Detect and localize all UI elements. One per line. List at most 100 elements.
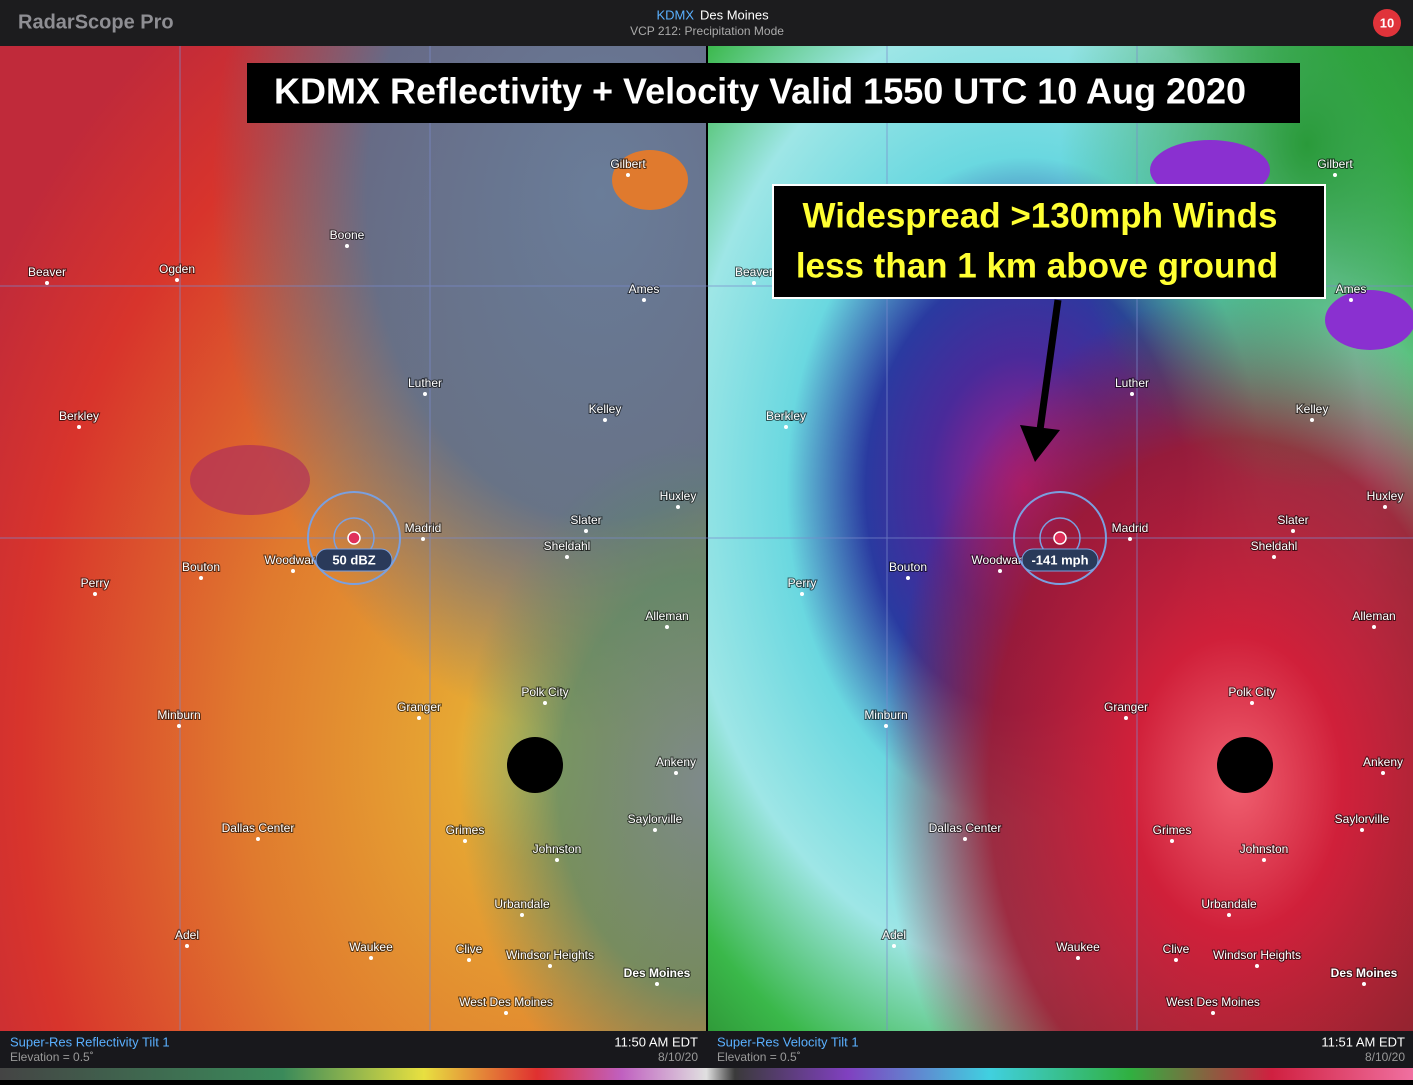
place-label: Waukee [349, 940, 393, 954]
place-label: Des Moines [1331, 966, 1398, 980]
place-dot [1333, 173, 1337, 177]
place-label: Boone [330, 228, 365, 242]
place-label: West Des Moines [459, 995, 553, 1009]
elevation: Elevation = 0.5˚ [10, 1050, 94, 1064]
radar-site [507, 737, 563, 793]
scan-mode: VCP 212: Precipitation Mode [630, 24, 784, 38]
place-dot [345, 244, 349, 248]
place-dot [421, 537, 425, 541]
place-label: Gilbert [1317, 157, 1353, 171]
scan-time: 11:51 AM EDT [1321, 1034, 1405, 1049]
place-dot [906, 576, 910, 580]
place-dot [543, 701, 547, 705]
place-label: Bouton [889, 560, 927, 574]
place-dot [369, 956, 373, 960]
station-name[interactable]: Des Moines [700, 7, 769, 22]
scan-time: 11:50 AM EDT [614, 1034, 698, 1049]
place-dot [1362, 982, 1366, 986]
place-label: Grimes [1153, 823, 1192, 837]
place-dot [185, 944, 189, 948]
place-label: Alleman [645, 609, 688, 623]
title: KDMX Reflectivity + Velocity Valid 1550 … [274, 71, 1246, 112]
place-dot [548, 964, 552, 968]
place-label: Ogden [159, 262, 195, 276]
title-box [247, 63, 1300, 123]
place-label: Minburn [157, 708, 200, 722]
place-label: Gilbert [610, 157, 646, 171]
place-label: Kelley [1296, 402, 1329, 416]
place-label: Windsor Heights [1213, 948, 1301, 962]
badge[interactable] [1373, 9, 1401, 37]
place-dot [1211, 1011, 1215, 1015]
place-label: Huxley [660, 489, 697, 503]
place-label: Grimes [446, 823, 485, 837]
place-dot [1372, 625, 1376, 629]
place-label: Huxley [1367, 489, 1404, 503]
place-label: Beaver [735, 265, 773, 279]
place-dot [77, 425, 81, 429]
place-label: Ames [629, 282, 660, 296]
place-label: Ankeny [656, 755, 696, 769]
badge-count[interactable]: 10 [1380, 15, 1394, 30]
place-dot [555, 858, 559, 862]
annotation-line: less than 1 km above ground [796, 246, 1278, 285]
place-label: Clive [1163, 942, 1190, 956]
place-label: Luther [408, 376, 442, 390]
place-dot [1174, 958, 1178, 962]
place-dot [177, 724, 181, 728]
place-dot [642, 298, 646, 302]
place-label: Polk City [521, 685, 568, 699]
place-dot [1227, 913, 1231, 917]
place-label: Kelley [589, 402, 622, 416]
place-label: Sheldahl [544, 539, 591, 553]
place-label: Dallas Center [222, 821, 295, 835]
place-dot [565, 555, 569, 559]
place-dot [963, 837, 967, 841]
readout-pill [315, 548, 393, 572]
place-dot [1128, 537, 1132, 541]
annotation-line: Widespread >130mph Winds [803, 196, 1278, 235]
place-label: Ames [1336, 282, 1367, 296]
place-label: Berkley [766, 409, 806, 423]
place-label: Urbandale [494, 897, 550, 911]
place-dot [884, 724, 888, 728]
place-label: Saylorville [628, 812, 683, 826]
place-label: Polk City [1228, 685, 1275, 699]
place-dot [674, 771, 678, 775]
place-dot [1255, 964, 1259, 968]
radar-cell [612, 150, 688, 210]
place-dot [676, 505, 680, 509]
place-dot [1310, 418, 1314, 422]
place-label: Minburn [864, 708, 907, 722]
place-label: Granger [397, 700, 441, 714]
place-dot [1250, 701, 1254, 705]
place-dot [655, 982, 659, 986]
station-id[interactable]: KDMX [656, 7, 694, 22]
place-dot [998, 569, 1002, 573]
product-name: Super-Res Velocity Tilt 1 [717, 1034, 859, 1049]
info-bar [707, 1031, 1413, 1068]
radar-cell [190, 445, 310, 515]
place-dot [584, 529, 588, 533]
cursor [1053, 531, 1067, 545]
place-label: Clive [456, 942, 483, 956]
place-dot [1124, 716, 1128, 720]
place-dot [256, 837, 260, 841]
place-dot [467, 958, 471, 962]
place-dot [653, 828, 657, 832]
place-label: Madrid [1112, 521, 1149, 535]
cursor [347, 531, 361, 545]
place-label: Sheldahl [1251, 539, 1298, 553]
place-dot [1360, 828, 1364, 832]
radar-site [1217, 737, 1273, 793]
place-dot [1381, 771, 1385, 775]
color-scale [0, 1068, 1413, 1080]
scan-date: 8/10/20 [658, 1050, 698, 1064]
place-label: Johnston [533, 842, 582, 856]
place-dot [784, 425, 788, 429]
place-dot [199, 576, 203, 580]
readout: -141 mph [1031, 552, 1088, 567]
place-label: Johnston [1240, 842, 1289, 856]
cursor-ring [1013, 491, 1107, 585]
